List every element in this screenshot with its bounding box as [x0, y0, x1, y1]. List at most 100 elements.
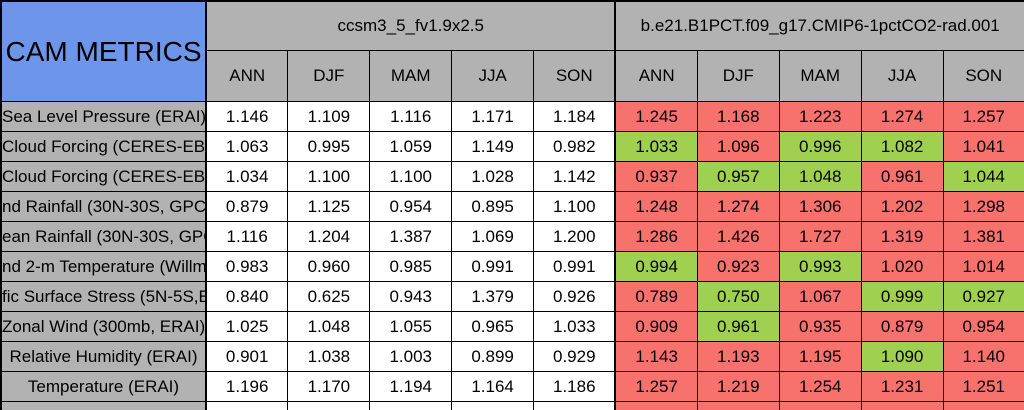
metric-cell-model1: 1.125	[287, 191, 371, 222]
metric-cell-model2-red: 1.143	[614, 341, 698, 372]
model2-header: b.e21.B1PCT.f09_g17.CMIP6-1pctCO2-rad.00…	[614, 0, 1024, 51]
metric-cell-model1: 1.387	[369, 221, 453, 252]
season-header-model2-jja: JJA	[860, 50, 944, 102]
metric-cell-model1: 0.954	[369, 191, 453, 222]
metric-cell-model2-red: 1.193	[696, 341, 780, 372]
metric-cell-model1: 1.100	[369, 161, 453, 192]
metric-cell-model2-red: 1.140	[942, 341, 1024, 372]
metric-cell-model2-red: 0.935	[778, 311, 862, 342]
metric-cell-model2-green: 1.082	[860, 131, 944, 162]
metric-cell-model2-red: 0.789	[614, 281, 698, 312]
metric-cell-model1: 1.109	[287, 101, 371, 132]
metric-cell-model2-red: 1.041	[942, 131, 1024, 162]
model1-header: ccsm3_5_fv1.9x2.5	[205, 0, 616, 51]
metric-cell-model1: 1.025	[205, 311, 289, 342]
table-row: Sea Level Pressure (ERAI) 1.146 1.109 1.116…	[0, 101, 1024, 132]
season-header-model2-son: SON	[942, 50, 1024, 102]
metric-cell-model1: 1.116	[205, 221, 289, 252]
metric-cell-model1: 1.204	[287, 221, 371, 252]
metric-cell-model2-red: 1.306	[778, 191, 862, 222]
metric-cell-model1	[451, 401, 535, 410]
metric-cell-model2-red	[942, 401, 1024, 410]
metric-cell-model1: 1.142	[533, 161, 616, 192]
metric-cell-model1: 1.170	[287, 371, 371, 402]
metric-cell-model2-green: 0.999	[860, 281, 944, 312]
row-label	[0, 401, 207, 410]
row-label: nd Rainfall (30N-30S, GPC	[0, 191, 207, 222]
metric-cell-model1: 0.899	[451, 341, 535, 372]
metric-cell-model1: 0.901	[205, 341, 289, 372]
metric-cell-model1: 1.069	[451, 221, 535, 252]
metric-cell-model2-red: 1.254	[778, 371, 862, 402]
metric-cell-model1	[287, 401, 371, 410]
metric-cell-model2-green: 1.090	[860, 341, 944, 372]
metric-cell-model1: 1.100	[287, 161, 371, 192]
metric-cell-model1: 0.879	[205, 191, 289, 222]
metric-cell-model1: 0.929	[533, 341, 616, 372]
metric-cell-model1: 1.063	[205, 131, 289, 162]
metric-cell-model2-red: 0.937	[614, 161, 698, 192]
metric-cell-model2-green: 0.957	[696, 161, 780, 192]
metric-cell-model2-green: 0.750	[696, 281, 780, 312]
metric-cell-model2-red: 1.727	[778, 221, 862, 252]
metric-cell-model1: 1.200	[533, 221, 616, 252]
metric-cell-model1	[205, 401, 289, 410]
metric-cell-model2-red: 1.298	[942, 191, 1024, 222]
metric-cell-model1	[369, 401, 453, 410]
season-header-model2-ann: ANN	[614, 50, 698, 102]
metric-cell-model2-red	[614, 401, 698, 410]
metric-cell-model2-green: 1.048	[778, 161, 862, 192]
metric-cell-model1: 1.379	[451, 281, 535, 312]
metric-cell-model1: 1.003	[369, 341, 453, 372]
season-header-model1-son: SON	[533, 50, 616, 102]
row-label: nd 2-m Temperature (Willmo	[0, 251, 207, 282]
season-header-model1-jja: JJA	[451, 50, 535, 102]
metric-cell-model2-red: 1.202	[860, 191, 944, 222]
season-header-model2-mam: MAM	[778, 50, 862, 102]
metric-cell-model1: 0.926	[533, 281, 616, 312]
metric-cell-model2-red: 1.231	[860, 371, 944, 402]
metric-cell-model1: 0.991	[533, 251, 616, 282]
metric-cell-model2-red: 1.168	[696, 101, 780, 132]
metric-cell-model2-red: 0.879	[860, 311, 944, 342]
metric-cell-model2-red: 0.954	[942, 311, 1024, 342]
metric-cell-model1: 1.164	[451, 371, 535, 402]
metric-cell-model2-green: 0.927	[942, 281, 1024, 312]
metric-cell-model2-red: 1.096	[696, 131, 780, 162]
metric-cell-model2-red: 1.248	[614, 191, 698, 222]
metric-cell-model1: 0.982	[533, 131, 616, 162]
metric-cell-model1: 0.960	[287, 251, 371, 282]
metric-cell-model1: 1.171	[451, 101, 535, 132]
metric-cell-model2-red: 0.923	[696, 251, 780, 282]
table-row: Cloud Forcing (CERES-EB 1.063 0.995 1.059 1.…	[0, 131, 1024, 162]
metric-cell-model1: 1.038	[287, 341, 371, 372]
model-header-row: CAM METRICS ccsm3_5_fv1.9x2.5 b.e21.B1PC…	[0, 0, 1024, 102]
metric-cell-model2-green: 1.033	[614, 131, 698, 162]
metric-cell-model1: 1.055	[369, 311, 453, 342]
metric-cell-model2-red: 1.251	[942, 371, 1024, 402]
season-header-model1-mam: MAM	[369, 50, 453, 102]
metric-cell-model2-red: 1.195	[778, 341, 862, 372]
metric-cell-model2-red: 1.257	[614, 371, 698, 402]
metric-cell-model2-red	[778, 401, 862, 410]
row-label: Temperature (ERAI)	[0, 371, 207, 402]
metric-cell-model1: 0.985	[369, 251, 453, 282]
page-title: CAM METRICS	[0, 0, 207, 102]
row-label: Relative Humidity (ERAI)	[0, 341, 207, 372]
metric-cell-model2-red: 1.274	[696, 191, 780, 222]
metric-cell-model1	[533, 401, 616, 410]
metric-cell-model2-red: 1.219	[696, 371, 780, 402]
row-label: Sea Level Pressure (ERAI)	[0, 101, 207, 132]
metric-cell-model2-red: 1.426	[696, 221, 780, 252]
table-row: nd Rainfall (30N-30S, GPC 0.879 1.125 0.954…	[0, 191, 1024, 222]
metric-cell-model2-red: 1.319	[860, 221, 944, 252]
metric-cell-model2-red: 1.014	[942, 251, 1024, 282]
metric-cell-model1: 1.196	[205, 371, 289, 402]
metric-cell-model1: 1.100	[533, 191, 616, 222]
row-label: fic Surface Stress (5N-5S,E	[0, 281, 207, 312]
metric-cell-model2-green: 0.961	[696, 311, 780, 342]
metric-cell-model1: 1.186	[533, 371, 616, 402]
metric-cell-model2-red: 1.245	[614, 101, 698, 132]
metric-cell-model1: 0.995	[287, 131, 371, 162]
table-row: fic Surface Stress (5N-5S,E 0.840 0.625 0.9…	[0, 281, 1024, 312]
